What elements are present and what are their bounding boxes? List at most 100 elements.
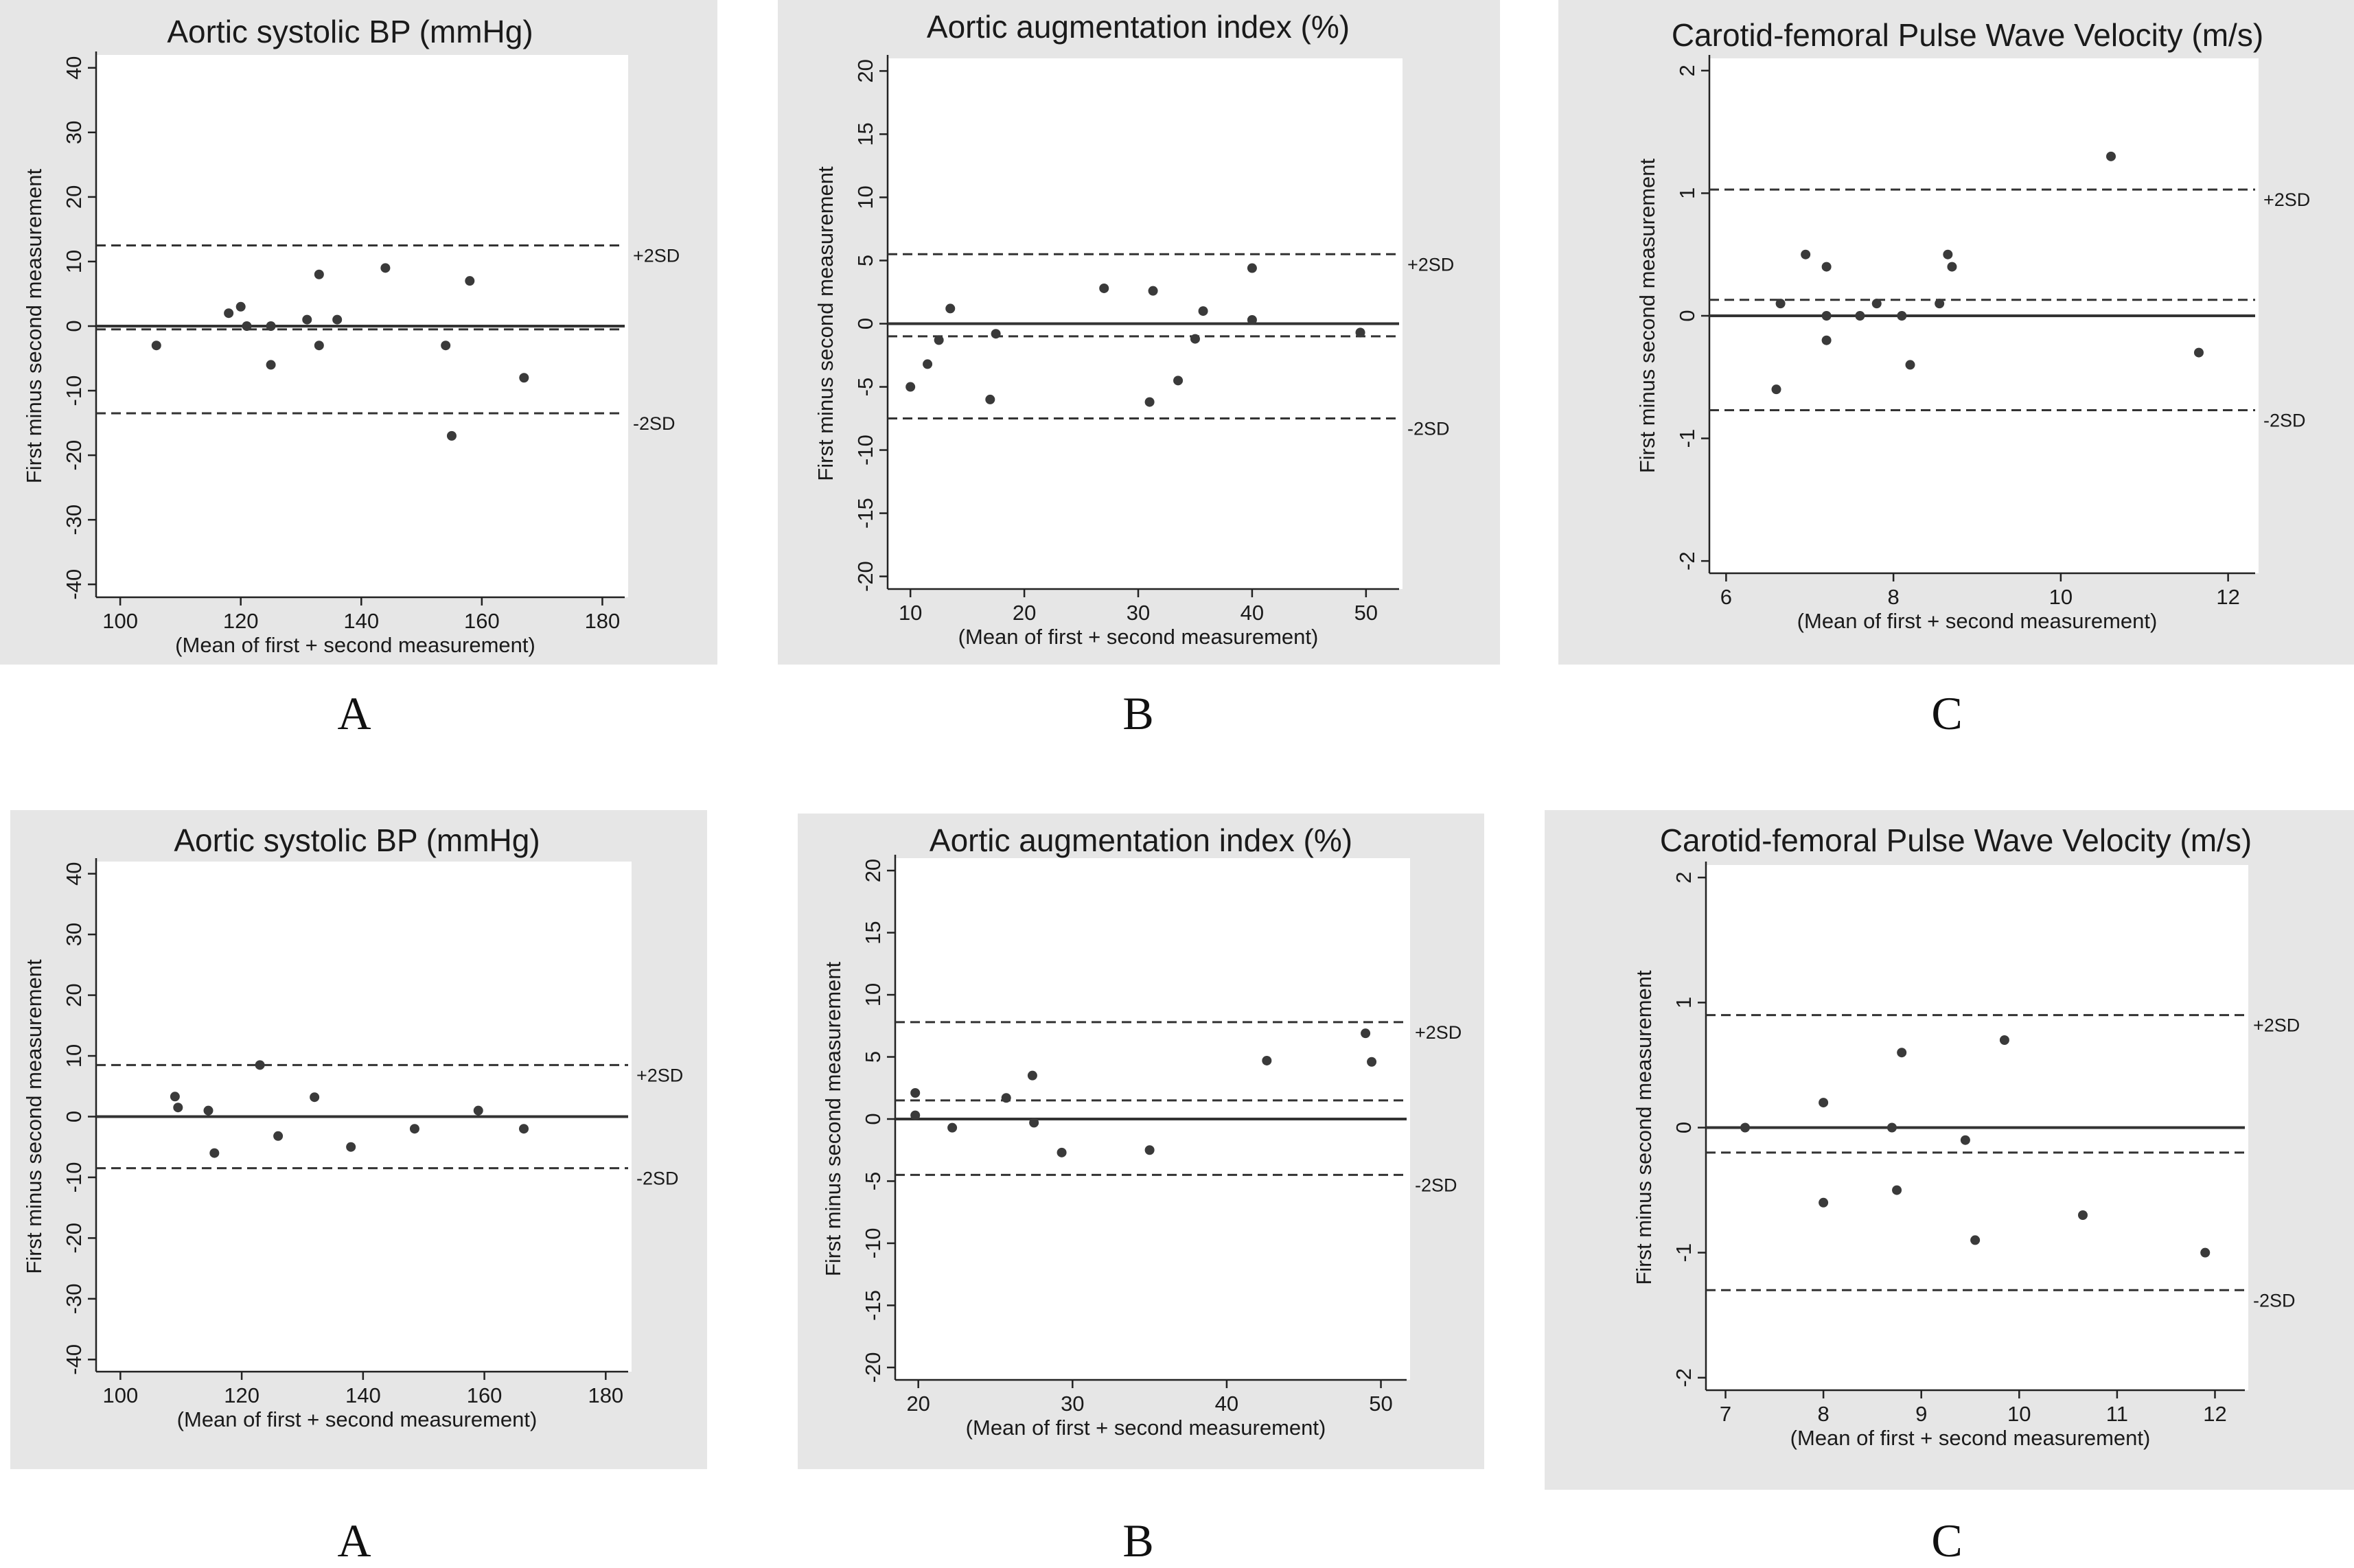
y-tick-label: 0 [853, 318, 877, 330]
scatter-plot: -20 -15 -10 -5 0 5 10 15 20 10 20 30 40 50 +2SD -2SD Aor… [813, 9, 1454, 649]
x-tick-label: 120 [224, 1383, 259, 1407]
y-tick-label: 10 [62, 1044, 86, 1068]
data-point [985, 394, 995, 404]
data-point [519, 1124, 529, 1134]
data-point [1775, 299, 1786, 309]
y-tick-label: 0 [62, 320, 86, 332]
data-point [1943, 249, 1953, 260]
upper-sd-label: +2SD [2253, 1015, 2300, 1036]
data-point [910, 1110, 921, 1120]
x-tick-label: 100 [102, 1383, 138, 1407]
x-tick-label: 100 [102, 609, 138, 633]
data-point [1148, 286, 1158, 296]
y-tick-label: 10 [853, 185, 877, 209]
y-tick-label: 0 [62, 1111, 86, 1122]
y-tick-label: -40 [62, 569, 86, 600]
y-tick-label: 2 [1675, 65, 1699, 76]
data-point [314, 269, 324, 279]
lower-sd-label: -2SD [2253, 1290, 2296, 1311]
data-point [1897, 1048, 1907, 1058]
data-point [173, 1103, 183, 1113]
y-tick-label: 5 [861, 1051, 885, 1063]
x-axis-label: (Mean of first + second measurement) [1790, 1426, 2151, 1450]
panel-letter-bottom-b: B [1122, 1514, 1154, 1567]
chart-title: Aortic systolic BP (mmHg) [167, 14, 533, 49]
data-point [905, 382, 916, 392]
chart-title: Carotid-femoral Pulse Wave Velocity (m/s… [1672, 17, 2263, 53]
x-tick-label: 12 [2203, 1402, 2226, 1426]
data-point [266, 360, 276, 370]
data-point [273, 1131, 284, 1141]
data-point [1262, 1055, 1272, 1065]
data-point [934, 335, 944, 345]
data-point [1905, 360, 1915, 370]
data-point [446, 430, 457, 441]
data-point [1361, 1028, 1371, 1039]
y-tick-label: 0 [1672, 1122, 1696, 1133]
y-tick-label: -15 [853, 498, 877, 529]
y-tick-label: 40 [62, 862, 86, 885]
data-point [1821, 311, 1832, 321]
y-tick-label: 20 [62, 983, 86, 1006]
lower-sd-label: -2SD [1407, 419, 1450, 439]
data-point [1999, 1035, 2009, 1045]
data-point [380, 263, 391, 273]
x-tick-label: 40 [1241, 601, 1264, 625]
data-point [1892, 1185, 1902, 1195]
y-tick-label: 40 [62, 56, 86, 80]
data-point [255, 1060, 265, 1070]
data-point [910, 1088, 921, 1098]
y-tick-label: 5 [853, 255, 877, 266]
y-tick-label: 20 [62, 185, 86, 209]
x-tick-label: 20 [1013, 601, 1036, 625]
panel-letter-top-c: C [1931, 687, 1963, 739]
data-point [1819, 1197, 1829, 1208]
scatter-plot: -40 -30 -20 -10 0 10 20 30 40 100 120 140 160 180 +2SD… [22, 822, 683, 1431]
data-point [1801, 249, 1811, 260]
data-point [203, 1105, 214, 1116]
data-point [465, 276, 475, 286]
y-tick-label: 15 [861, 921, 885, 944]
y-tick-label: -10 [62, 1162, 86, 1193]
y-tick-label: -10 [62, 376, 86, 406]
y-axis-label: First minus second measurement [821, 961, 845, 1276]
y-tick-label: -30 [62, 1283, 86, 1314]
panel-letter-bottom-a: A [337, 1514, 371, 1567]
x-tick-label: 160 [467, 1383, 503, 1407]
upper-sd-label: +2SD [1415, 1022, 1462, 1043]
chart-panel-bottom-a: -40 -30 -20 -10 0 10 20 30 40 100 120 140 160 180 +2SD… [10, 810, 707, 1469]
y-axis-label: First minus second measurement [1635, 158, 1659, 473]
data-point [1819, 1098, 1829, 1108]
y-tick-label: 20 [853, 59, 877, 82]
data-point [332, 314, 343, 325]
data-point [170, 1092, 180, 1102]
y-tick-label: 10 [861, 983, 885, 1006]
panel-letter-top-a: A [337, 687, 371, 739]
upper-sd-label: +2SD [636, 1065, 683, 1085]
chart-panel-bottom-b: -20 -15 -10 -5 0 5 10 15 20 20 30 40 50 +2SD -2SD Aorti… [798, 814, 1484, 1469]
x-tick-label: 10 [899, 601, 922, 625]
lower-sd-label: -2SD [2263, 411, 2306, 431]
y-tick-label: 30 [62, 923, 86, 946]
upper-sd-label: +2SD [1407, 254, 1454, 275]
y-tick-label: -40 [62, 1344, 86, 1375]
x-tick-label: 9 [1915, 1402, 1927, 1426]
y-tick-label: 15 [853, 122, 877, 146]
x-axis-label: (Mean of first + second measurement) [1797, 609, 2158, 633]
chart-panel-top-c: -2 -1 0 1 2 6 8 10 12 +2SD -2SD Carotid-femoral Pul… [1558, 0, 2354, 665]
data-point [224, 308, 234, 319]
data-point [1355, 327, 1365, 338]
data-point [2200, 1247, 2211, 1258]
data-point [1897, 311, 1907, 321]
y-tick-label: -10 [861, 1228, 885, 1259]
x-axis-label: (Mean of first + second measurement) [177, 1407, 538, 1431]
x-tick-label: 30 [1061, 1392, 1084, 1416]
y-tick-label: -5 [853, 378, 877, 397]
data-point [1001, 1093, 1011, 1103]
x-tick-label: 8 [1817, 1402, 1829, 1426]
data-point [1198, 306, 1208, 316]
y-tick-label: 2 [1672, 872, 1696, 884]
data-point [1247, 314, 1257, 325]
y-tick-label: -30 [62, 505, 86, 535]
